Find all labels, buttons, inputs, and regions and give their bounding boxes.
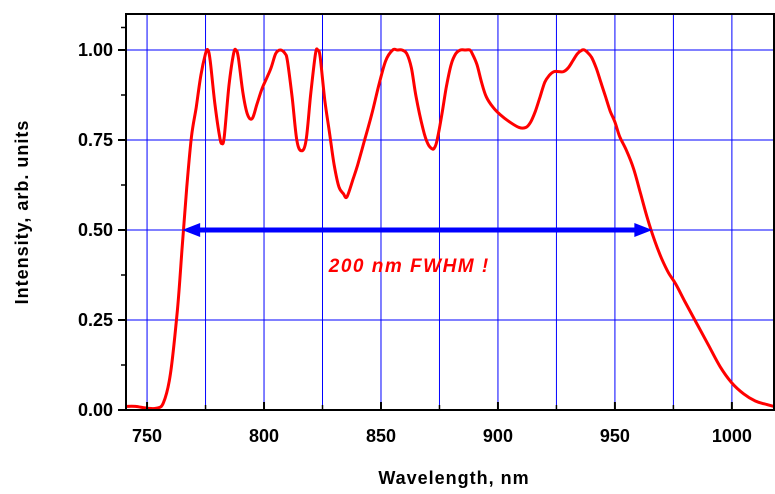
x-tick-label: 950 [600, 426, 630, 446]
x-tick-label: 850 [366, 426, 396, 446]
y-tick-label: 1.00 [78, 40, 113, 60]
y-tick-label: 0.25 [78, 310, 113, 330]
axis-ticks [118, 26, 733, 411]
x-tick-label: 900 [483, 426, 513, 446]
plot-frame [125, 13, 775, 411]
series-layer [126, 47, 774, 410]
series-line [126, 47, 774, 410]
x-tick-label: 750 [132, 426, 162, 446]
arrow-head-right [634, 223, 653, 237]
y-axis-title: Intensity, arb. units [12, 120, 32, 305]
y-tick-label: 0.50 [78, 220, 113, 240]
arrow-head-left [182, 223, 201, 237]
y-tick-labels: 0.00 0.25 0.50 0.75 1.00 [78, 40, 113, 420]
series-group [126, 47, 774, 410]
x-tick-label: 800 [249, 426, 279, 446]
x-tick-labels: 750 800 850 900 950 1000 [132, 426, 752, 446]
y-tick-label: 0.00 [78, 400, 113, 420]
fwhm-arrow [182, 223, 653, 237]
y-tick-label: 0.75 [78, 130, 113, 150]
x-axis-title: Wavelength, nm [378, 468, 529, 488]
x-tick-label: 1000 [712, 426, 752, 446]
fwhm-annotation: 200 nm FWHM ! [328, 256, 490, 277]
